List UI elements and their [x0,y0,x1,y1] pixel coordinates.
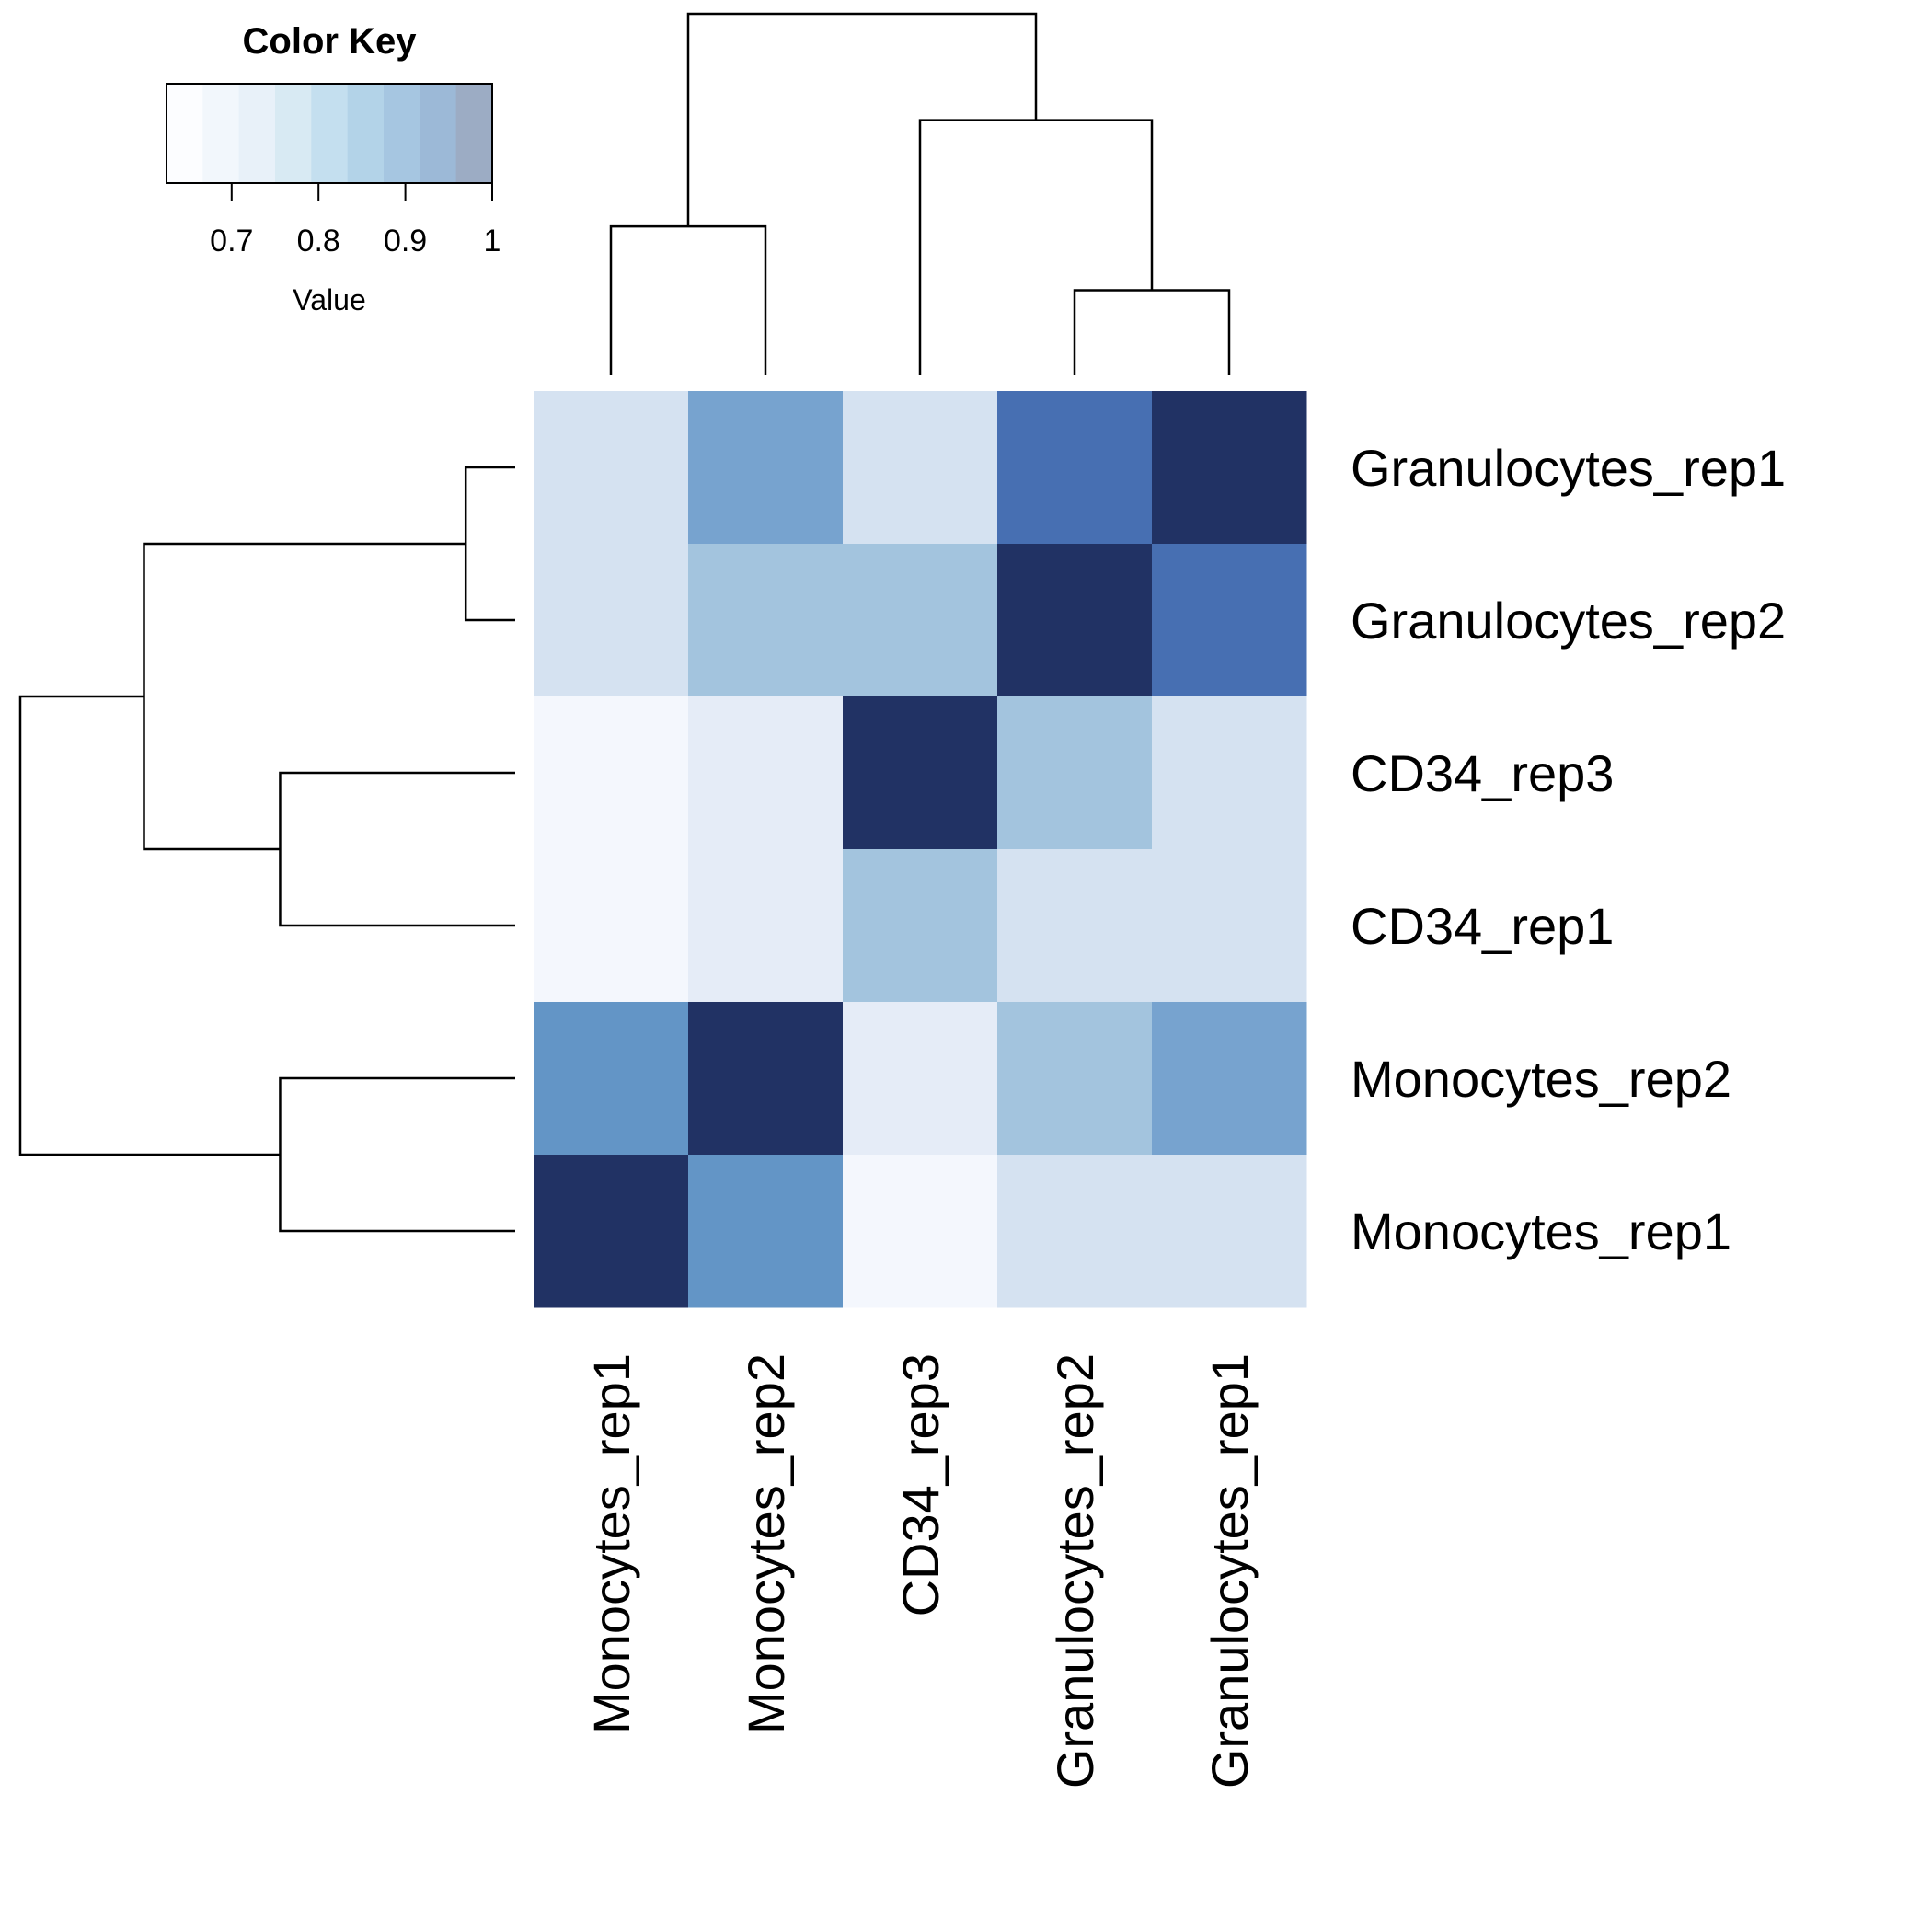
heatmap-cell [843,1155,998,1308]
color-key-bins [167,84,493,183]
heatmap-cell [997,1155,1153,1308]
heatmap-cell [534,849,689,1003]
row-label: CD34_rep3 [1351,744,1614,802]
row-labels: Granulocytes_rep1 Granulocytes_rep2 CD34_r… [1351,439,1786,1260]
dendrogram-link [18,695,281,1156]
heatmap-cell [843,544,998,697]
row-label: Monocytes_rep1 [1351,1202,1731,1260]
heatmap-cell [688,849,844,1003]
dendrogram-link [464,466,515,622]
color-key-title: Color Key [243,21,418,62]
heatmap-cell [534,696,689,850]
dendrogram-link [686,12,1038,227]
row-label: CD34_rep1 [1351,897,1614,955]
heatmap-cell [997,696,1153,850]
row-dendrogram [18,466,515,1233]
heatmap-cell [688,544,844,697]
heatmap-cell [997,391,1153,545]
heatmap-cell [997,1002,1153,1156]
heatmap-cell [534,1002,689,1156]
color-key-xlabel: Value [293,283,365,316]
heatmap-cell [1152,1155,1307,1308]
column-label: Monocytes_rep1 [582,1353,640,1734]
color-key-tick-label: 0.8 [297,224,340,259]
dendrogram-link [143,542,466,851]
column-label: Granulocytes_rep2 [1046,1353,1104,1788]
heatmap-cell [843,696,998,850]
column-dendrogram [609,12,1231,375]
heatmap-cell [534,391,689,545]
column-label: CD34_rep3 [891,1353,949,1616]
heatmap-cell [534,1155,689,1308]
dendrogram-link [918,119,1154,375]
color-key-frame [166,83,493,184]
dendrogram-link [609,224,767,375]
dendrogram-link [279,1076,515,1233]
heatmap-cell [997,849,1153,1003]
color-key-axis: 0.7 0.8 0.9 1 [210,183,500,259]
color-key-tick-label: 0.7 [210,224,253,259]
row-label: Granulocytes_rep2 [1351,592,1786,650]
heatmap-cell [997,544,1153,697]
row-label: Monocytes_rep2 [1351,1050,1731,1108]
color-key: Color Key 0.7 0.8 0.9 1 Value [166,21,500,316]
column-label: Monocytes_rep2 [737,1353,795,1734]
heatmap-cell [1152,544,1307,697]
heatmap-cell [688,391,844,545]
color-key-tick-label: 1 [484,224,501,259]
heatmap-cell [843,849,998,1003]
row-label: Granulocytes_rep1 [1351,439,1786,497]
heatmap-cell [688,1155,844,1308]
heatmap-cell [843,1002,998,1156]
heatmap-cell [843,391,998,545]
heatmap-cell [1152,1002,1307,1156]
column-label: Granulocytes_rep1 [1201,1353,1259,1788]
heatmap-cell [1152,696,1307,850]
color-key-overlay [167,84,492,183]
heatmap-cell [534,544,689,697]
heatmap-cell [1152,391,1307,545]
color-key-tick-label: 0.9 [384,224,427,259]
dendrogram-link [1073,289,1231,375]
heatmap-cell [1152,849,1307,1003]
heatmap-cell [688,1002,844,1156]
heatmap-cells [534,391,1307,1308]
heatmap-cell [688,696,844,850]
column-labels: Monocytes_rep1 Monocytes_rep2 CD34_rep3 Gra… [582,1353,1259,1788]
dendrogram-link [279,771,515,927]
